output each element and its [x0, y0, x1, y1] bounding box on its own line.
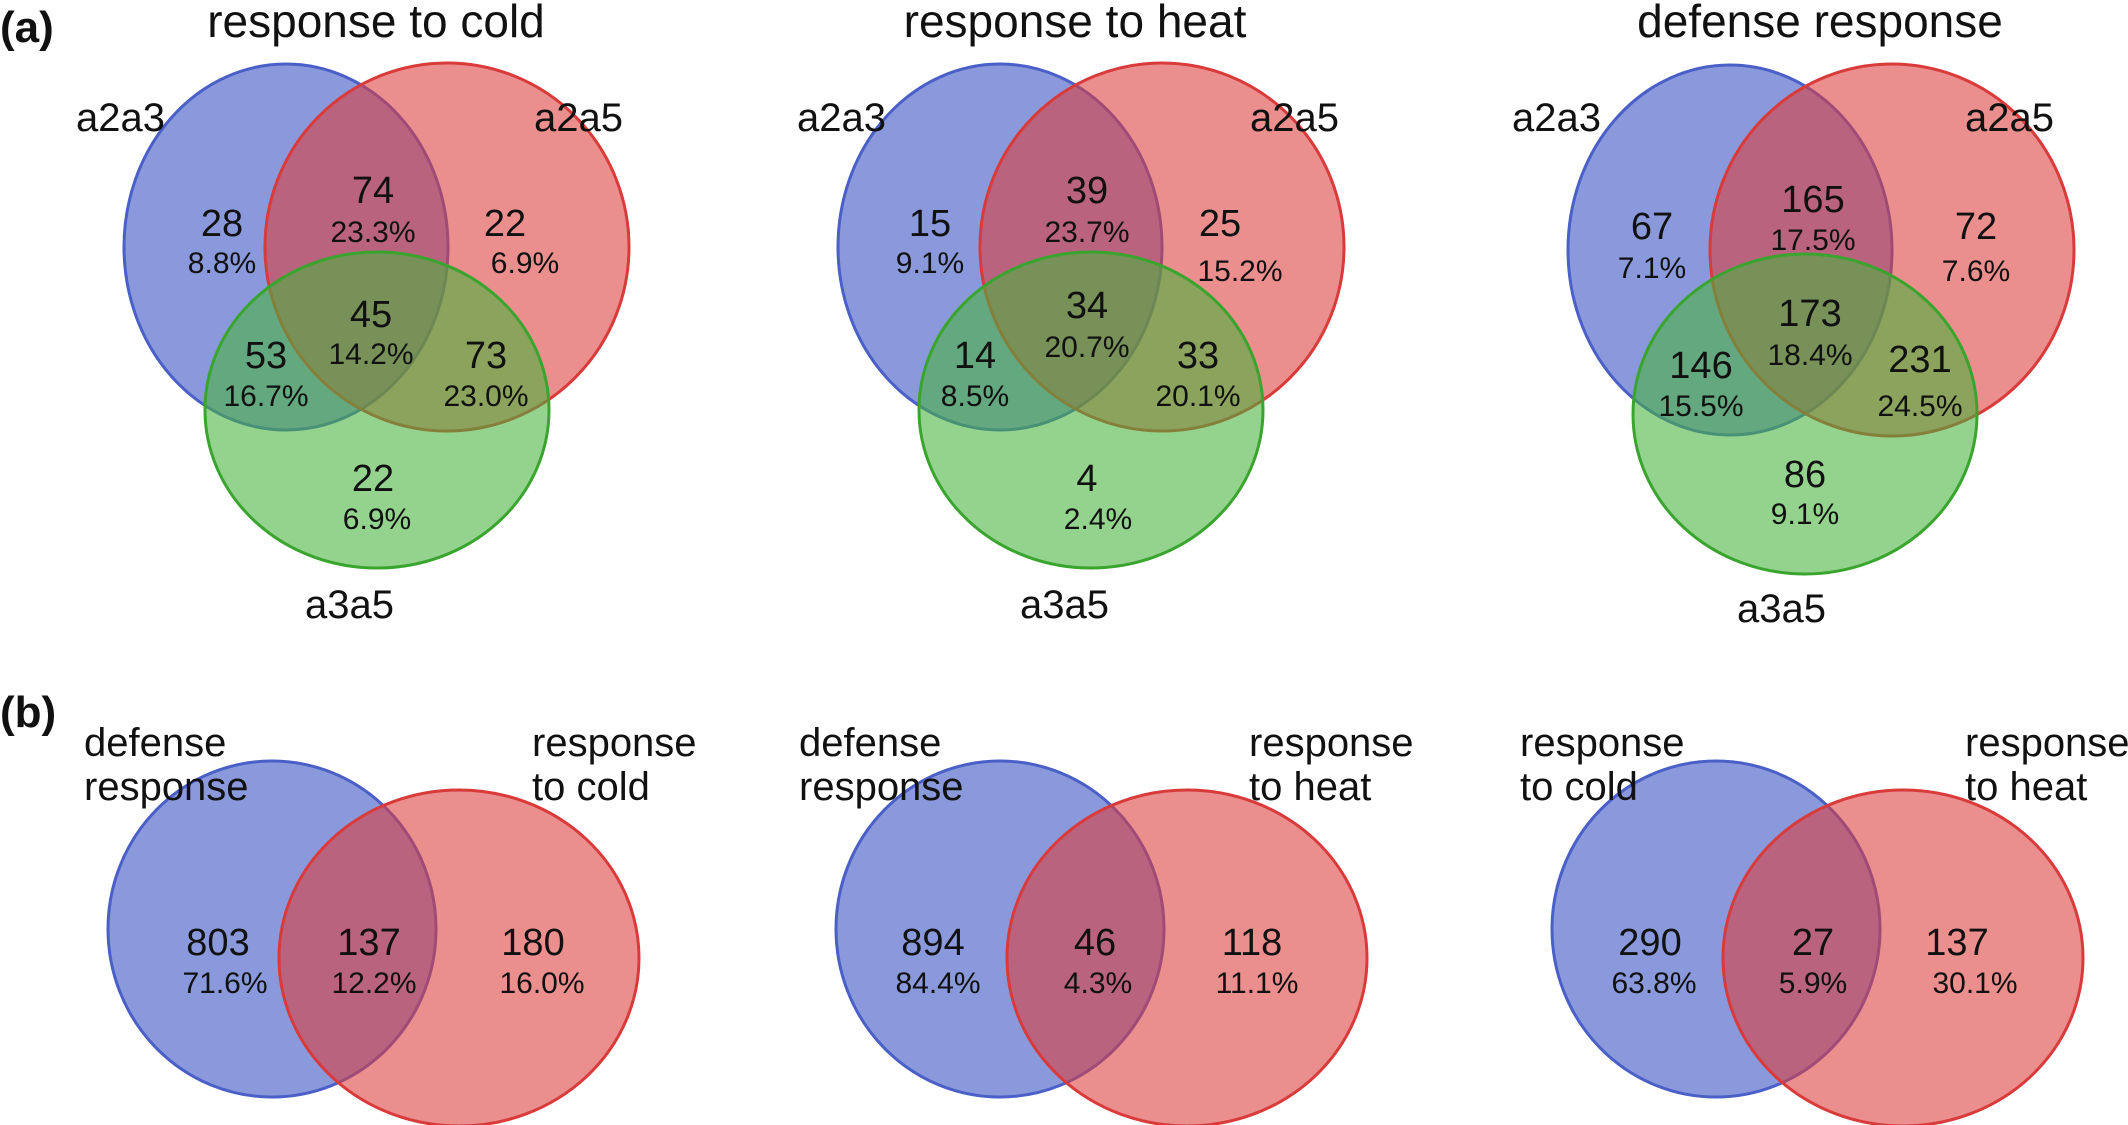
- count-all-three: 45: [350, 294, 392, 336]
- count-both: 137: [337, 922, 400, 964]
- count-a2a3-a3a5: 14: [954, 335, 996, 377]
- count-a2a5-only: 22: [484, 203, 526, 245]
- set-label-a2a5: a2a5: [1250, 96, 1339, 140]
- left-set-label-line2: to cold: [1520, 765, 1638, 809]
- set-label-a3a5: a3a5: [305, 583, 394, 627]
- count-a2a5-only: 72: [1955, 206, 1997, 248]
- pct-a2a5-only: 15.2%: [1197, 255, 1282, 288]
- pct-all-three: 18.4%: [1767, 339, 1852, 372]
- panel-a-label: (a): [0, 3, 54, 52]
- pct-left-only: 63.8%: [1611, 967, 1696, 1000]
- count-a2a3-a2a5: 74: [352, 170, 394, 212]
- count-left-only: 803: [186, 922, 249, 964]
- count-a2a3-a3a5: 53: [245, 335, 287, 377]
- count-a2a5-a3a5: 33: [1177, 335, 1219, 377]
- count-a2a3-only: 15: [909, 203, 951, 245]
- venn3-defense-response: defense response a2a3 a2a5 a3a5 67 7.1% …: [1512, 0, 2076, 631]
- venn2-defense-vs-heat: defense response response to heat 894 84…: [799, 721, 1414, 1125]
- count-a3a5-only: 22: [352, 458, 394, 500]
- diagram-title: response to heat: [904, 0, 1247, 47]
- pct-a2a3-only: 8.8%: [188, 247, 256, 280]
- venn3-response-to-cold: response to cold a2a3 a2a5 a3a5 28 8.8% …: [76, 0, 631, 627]
- set-label-a2a3: a2a3: [1512, 96, 1601, 140]
- pct-a2a3-only: 7.1%: [1618, 252, 1686, 285]
- pct-both: 4.3%: [1064, 967, 1132, 1000]
- pct-a2a3-a3a5: 15.5%: [1658, 390, 1743, 423]
- count-left-only: 290: [1618, 922, 1681, 964]
- count-both: 46: [1074, 922, 1116, 964]
- pct-right-only: 11.1%: [1216, 967, 1299, 1000]
- left-set-label-line1: defense: [799, 721, 941, 765]
- set-right-circle: [1005, 788, 1369, 1125]
- count-right-only: 180: [501, 922, 564, 964]
- count-left-only: 894: [901, 922, 964, 964]
- set-label-a2a5: a2a5: [1965, 96, 2054, 140]
- left-set-label-line2: response: [84, 765, 249, 809]
- count-a3a5-only: 4: [1076, 458, 1097, 500]
- set-right-circle: [277, 788, 641, 1125]
- diagram-title: defense response: [1637, 0, 2003, 47]
- set-a3a5-circle: [1631, 252, 1979, 576]
- set-a3a5-circle: [203, 250, 551, 570]
- right-set-label-line2: to heat: [1965, 765, 2087, 809]
- set-right-circle: [1721, 788, 2085, 1125]
- pct-a2a3-a3a5: 8.5%: [941, 380, 1009, 413]
- pct-right-only: 30.1%: [1932, 967, 2017, 1000]
- right-set-label-line2: to cold: [532, 765, 650, 809]
- pct-all-three: 20.7%: [1044, 331, 1129, 364]
- pct-a3a5-only: 9.1%: [1771, 498, 1839, 531]
- pct-a3a5-only: 2.4%: [1064, 503, 1132, 536]
- pct-a3a5-only: 6.9%: [343, 503, 411, 536]
- diagram-title: response to cold: [207, 0, 545, 47]
- pct-a2a3-only: 9.1%: [896, 247, 964, 280]
- pct-both: 12.2%: [331, 967, 416, 1000]
- pct-a2a3-a2a5: 23.3%: [330, 216, 415, 249]
- panel-b-label: (b): [0, 688, 56, 737]
- right-set-label-line2: to heat: [1249, 765, 1371, 809]
- left-set-label-line1: defense: [84, 721, 226, 765]
- count-a2a5-only: 25: [1199, 203, 1241, 245]
- set-a3a5-circle: [917, 250, 1265, 570]
- count-right-only: 137: [1925, 922, 1988, 964]
- venn2-defense-vs-cold: defense response response to cold 803 71…: [84, 721, 697, 1125]
- count-a2a3-a3a5: 146: [1669, 345, 1732, 387]
- pct-all-three: 14.2%: [328, 338, 413, 371]
- set-label-a2a5: a2a5: [534, 96, 623, 140]
- right-set-label-line1: response: [1965, 721, 2128, 765]
- set-label-a2a3: a2a3: [797, 96, 886, 140]
- pct-a2a3-a2a5: 17.5%: [1770, 224, 1855, 257]
- count-a2a3-a2a5: 165: [1781, 179, 1844, 221]
- count-a2a3-only: 67: [1631, 206, 1673, 248]
- pct-both: 5.9%: [1779, 967, 1847, 1000]
- set-label-a3a5: a3a5: [1020, 583, 1109, 627]
- right-set-label-line1: response: [532, 721, 697, 765]
- count-a2a3-only: 28: [201, 203, 243, 245]
- pct-a2a3-a2a5: 23.7%: [1044, 216, 1129, 249]
- count-a2a5-a3a5: 73: [465, 335, 507, 377]
- pct-right-only: 16.0%: [499, 967, 584, 1000]
- pct-left-only: 84.4%: [895, 967, 980, 1000]
- count-a3a5-only: 86: [1784, 454, 1826, 496]
- pct-a2a5-only: 7.6%: [1942, 255, 2010, 288]
- pct-a2a3-a3a5: 16.7%: [223, 380, 308, 413]
- count-a2a3-a2a5: 39: [1066, 170, 1108, 212]
- count-right-only: 118: [1222, 922, 1283, 964]
- count-all-three: 34: [1066, 285, 1108, 327]
- set-label-a3a5: a3a5: [1737, 587, 1826, 631]
- left-set-label-line2: response: [799, 765, 964, 809]
- left-set-label-line1: response: [1520, 721, 1685, 765]
- venn3-response-to-heat: response to heat a2a3 a2a5 a3a5 15 9.1% …: [797, 0, 1346, 627]
- pct-left-only: 71.6%: [182, 967, 267, 1000]
- count-both: 27: [1792, 922, 1834, 964]
- pct-a2a5-a3a5: 24.5%: [1877, 390, 1962, 423]
- right-set-label-line1: response: [1249, 721, 1414, 765]
- set-label-a2a3: a2a3: [76, 96, 165, 140]
- count-all-three: 173: [1778, 293, 1841, 335]
- pct-a2a5-a3a5: 23.0%: [443, 380, 528, 413]
- count-a2a5-a3a5: 231: [1888, 339, 1951, 381]
- venn2-cold-vs-heat: response to cold response to heat 290 63…: [1520, 721, 2128, 1125]
- pct-a2a5-a3a5: 20.1%: [1155, 380, 1240, 413]
- pct-a2a5-only: 6.9%: [491, 247, 559, 280]
